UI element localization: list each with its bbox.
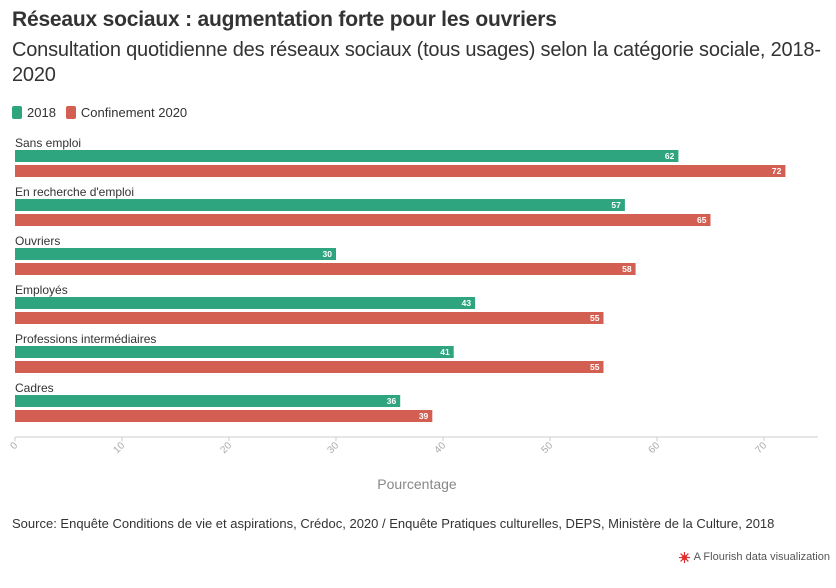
bar-2018-cadres[interactable] (15, 395, 401, 407)
legend-item-2018[interactable]: 2018 (12, 105, 56, 120)
data-label-confinement-2020-sans-emploi: 72 (772, 166, 782, 176)
category-label-professions-intermediaires: Professions intermédiaires (15, 332, 156, 346)
data-label-2018-cadres: 36 (387, 396, 397, 406)
bar-confinement-2020-cadres[interactable] (15, 410, 433, 422)
credit-text: A Flourish data visualization (693, 551, 830, 563)
legend-swatch-2018 (12, 106, 22, 119)
x-tick-label-10: 10 (111, 440, 127, 456)
data-label-confinement-2020-en-recherche-d-emploi: 65 (697, 215, 707, 225)
bar-confinement-2020-sans-emploi[interactable] (15, 165, 786, 177)
legend-swatch-confinement-2020 (65, 106, 76, 119)
data-label-confinement-2020-ouvriers: 58 (622, 264, 632, 274)
chart-subtitle: Consultation quotidienne des réseaux soc… (12, 39, 821, 86)
bar-confinement-2020-professions-intermediaires[interactable] (15, 361, 604, 373)
bar-2018-professions-intermediaires[interactable] (15, 346, 454, 358)
chart-title: Réseaux sociaux : augmentation forte pou… (12, 8, 557, 31)
bar-2018-en-recherche-d-emploi[interactable] (15, 199, 625, 211)
bar-chart: Sans emploi 62 72 En recherche d'emploi 57 65… (8, 136, 818, 492)
x-tick-label-20: 20 (218, 440, 234, 456)
flourish-credit[interactable]: A Flourish data visualization (678, 551, 830, 563)
category-label-employes: Employés (15, 283, 68, 297)
bar-2018-employes[interactable] (15, 297, 476, 309)
data-label-confinement-2020-employes: 55 (590, 313, 600, 323)
data-label-confinement-2020-cadres: 39 (419, 411, 429, 421)
data-label-2018-ouvriers: 30 (323, 249, 333, 259)
flourish-logo-icon (678, 551, 690, 563)
data-label-2018-employes: 43 (462, 298, 472, 308)
bar-confinement-2020-ouvriers[interactable] (15, 263, 636, 275)
legend: 2018 Confinement 2020 (12, 105, 187, 120)
category-label-cadres: Cadres (15, 381, 54, 395)
x-tick-label-50: 50 (539, 440, 555, 456)
legend-label-confinement-2020: Confinement 2020 (80, 105, 188, 120)
data-label-2018-professions-intermediaires: 41 (440, 347, 450, 357)
x-axis-title: Pourcentage (377, 476, 457, 492)
category-label-sans-emploi: Sans emploi (15, 136, 81, 150)
bar-confinement-2020-en-recherche-d-emploi[interactable] (15, 214, 711, 226)
bar-2018-ouvriers[interactable] (15, 248, 336, 260)
x-tick-label-0: 0 (8, 440, 20, 452)
bar-confinement-2020-employes[interactable] (15, 312, 604, 324)
source-note: Source: Enquête Conditions de vie et asp… (12, 516, 775, 531)
category-label-ouvriers: Ouvriers (15, 234, 60, 248)
category-label-en-recherche-d-emploi: En recherche d'emploi (15, 185, 134, 199)
data-label-2018-sans-emploi: 62 (665, 151, 675, 161)
x-tick-label-30: 30 (325, 440, 341, 456)
x-tick-label-70: 70 (753, 440, 769, 456)
x-tick-label-40: 40 (432, 440, 448, 456)
legend-item-confinement-2020[interactable]: Confinement 2020 (65, 105, 188, 120)
bar-2018-sans-emploi[interactable] (15, 150, 679, 162)
legend-label-2018: 2018 (27, 105, 56, 120)
x-tick-label-60: 60 (646, 440, 662, 456)
data-label-confinement-2020-professions-intermediaires: 55 (590, 362, 600, 372)
data-label-2018-en-recherche-d-emploi: 57 (611, 200, 621, 210)
